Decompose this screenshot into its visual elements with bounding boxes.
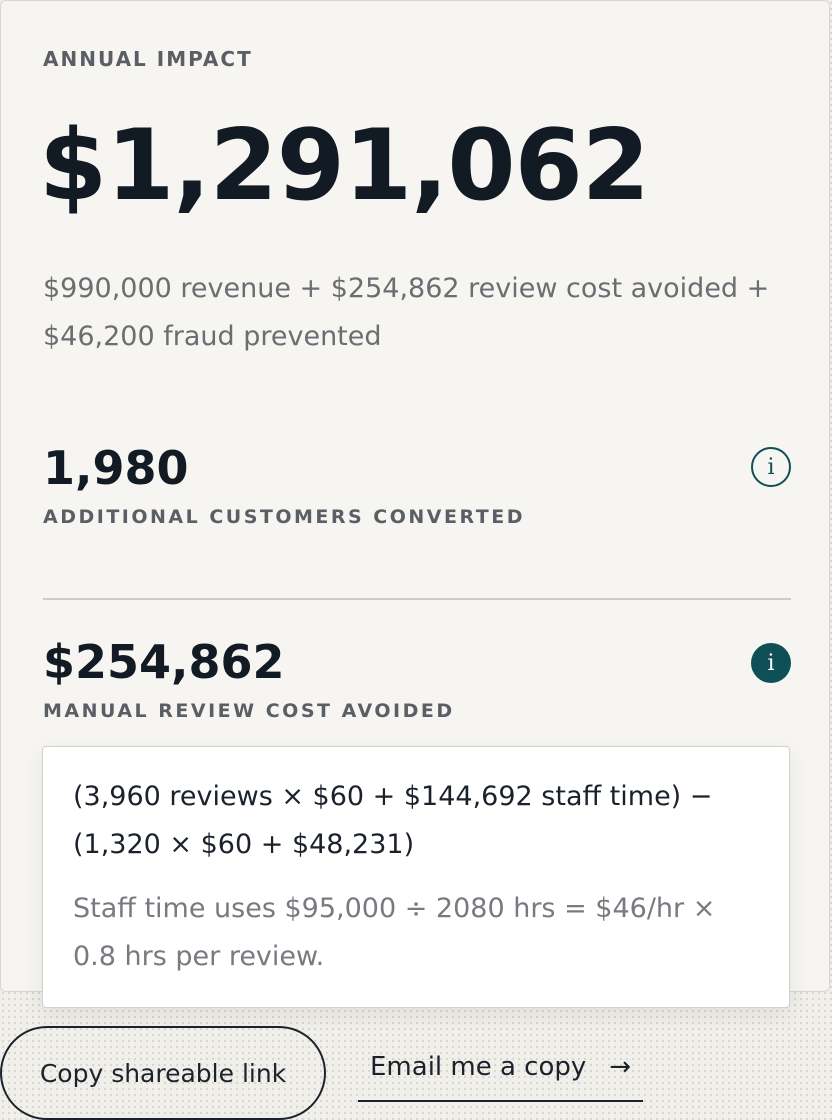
metric-label: ADDITIONAL CUSTOMERS CONVERTED xyxy=(43,506,525,529)
email-copy-link[interactable]: Email me a copy → xyxy=(358,1044,643,1102)
info-icon-active[interactable]: i xyxy=(751,643,791,683)
email-copy-label: Email me a copy xyxy=(370,1052,587,1082)
tooltip-note: Staff time uses $95,000 ÷ 2080 hrs = $46… xyxy=(73,893,716,972)
info-icon[interactable]: i xyxy=(751,447,791,487)
impact-breakdown: $990,000 revenue + $254,862 review cost … xyxy=(43,273,770,352)
tooltip-formula: (3,960 reviews × $60 + $144,692 staff ti… xyxy=(73,781,713,860)
metric-customers-converted: 1,980 ADDITIONAL CUSTOMERS CONVERTED i xyxy=(43,441,791,528)
metric-label: MANUAL REVIEW COST AVOIDED xyxy=(43,700,455,723)
metric-value: 1,980 xyxy=(43,441,189,495)
formula-tooltip: (3,960 reviews × $60 + $144,692 staff ti… xyxy=(42,746,790,1008)
metric-review-cost-avoided: $254,862 MANUAL REVIEW COST AVOIDED i xyxy=(43,635,791,722)
copy-shareable-link-button[interactable]: Copy shareable link xyxy=(0,1026,326,1120)
arrow-right-icon: → xyxy=(609,1052,631,1082)
metric-value: $254,862 xyxy=(43,635,285,689)
section-eyebrow: ANNUAL IMPACT xyxy=(43,47,253,71)
annual-impact-total: $1,291,062 xyxy=(39,109,650,223)
metric-divider xyxy=(43,598,791,600)
